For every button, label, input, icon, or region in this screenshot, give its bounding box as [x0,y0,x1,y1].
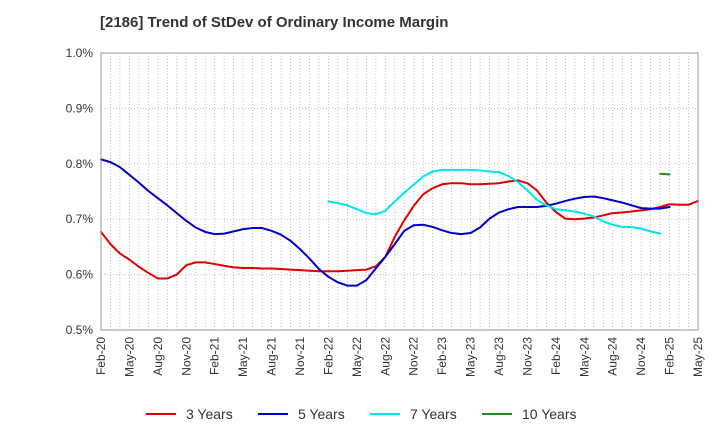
x-tick-label: Aug-23 [492,337,506,376]
y-tick-label: 0.8% [66,157,94,171]
x-tick-label: Feb-25 [663,337,677,375]
y-tick-label: 0.9% [66,101,94,115]
y-tick-label: 1.0% [66,46,94,60]
x-tick-label: Feb-23 [435,337,449,375]
legend: 3 Years 5 Years 7 Years 10 Years [146,406,577,422]
grid-lines [101,53,698,330]
y-tick-label: 0.6% [66,268,94,282]
series-line-7-years [327,168,662,235]
x-tick-label: Feb-22 [321,337,335,375]
x-tick-label: Aug-22 [378,337,392,376]
x-tick-label: May-20 [122,337,136,377]
x-tick-label: Feb-24 [549,337,563,375]
y-tick-label: 0.5% [66,323,94,337]
series-line-10-years [659,172,671,176]
chart-title: [2186] Trend of StDev of Ordinary Income… [100,14,449,31]
y-axis-labels: 0.5% 0.6% 0.7% 0.8% 0.9% 1.0% [66,46,94,337]
x-tick-label: Nov-20 [179,337,193,376]
plot-frame [100,52,699,331]
series-line-5-years [100,158,671,287]
x-tick-label: Nov-23 [520,337,534,376]
legend-label-3-years: 3 Years [186,406,233,422]
x-tick-label: May-22 [350,337,364,377]
y-tick-label: 0.7% [66,212,94,226]
series-lines [100,158,699,287]
x-axis-labels: Feb-20 May-20 Aug-20 Nov-20 Feb-21 May-21 Aug-… [94,337,705,377]
x-tick-label: Nov-24 [634,337,648,376]
x-tick-label: Nov-21 [293,337,307,376]
legend-label-10-years: 10 Years [522,406,577,422]
x-tick-label: May-23 [464,337,478,377]
legend-label-5-years: 5 Years [298,406,345,422]
x-tick-label: May-21 [236,337,250,377]
x-tick-label: Aug-24 [606,337,620,376]
x-tick-label: Aug-20 [151,337,165,376]
legend-label-7-years: 7 Years [410,406,457,422]
x-tick-label: May-24 [577,337,591,377]
x-tick-label: Feb-20 [94,337,108,375]
x-tick-label: Feb-21 [208,337,222,375]
series-line-3-years [100,179,699,280]
x-tick-label: May-25 [691,337,705,377]
x-tick-label: Aug-21 [265,337,279,376]
x-tick-label: Nov-22 [407,337,421,376]
